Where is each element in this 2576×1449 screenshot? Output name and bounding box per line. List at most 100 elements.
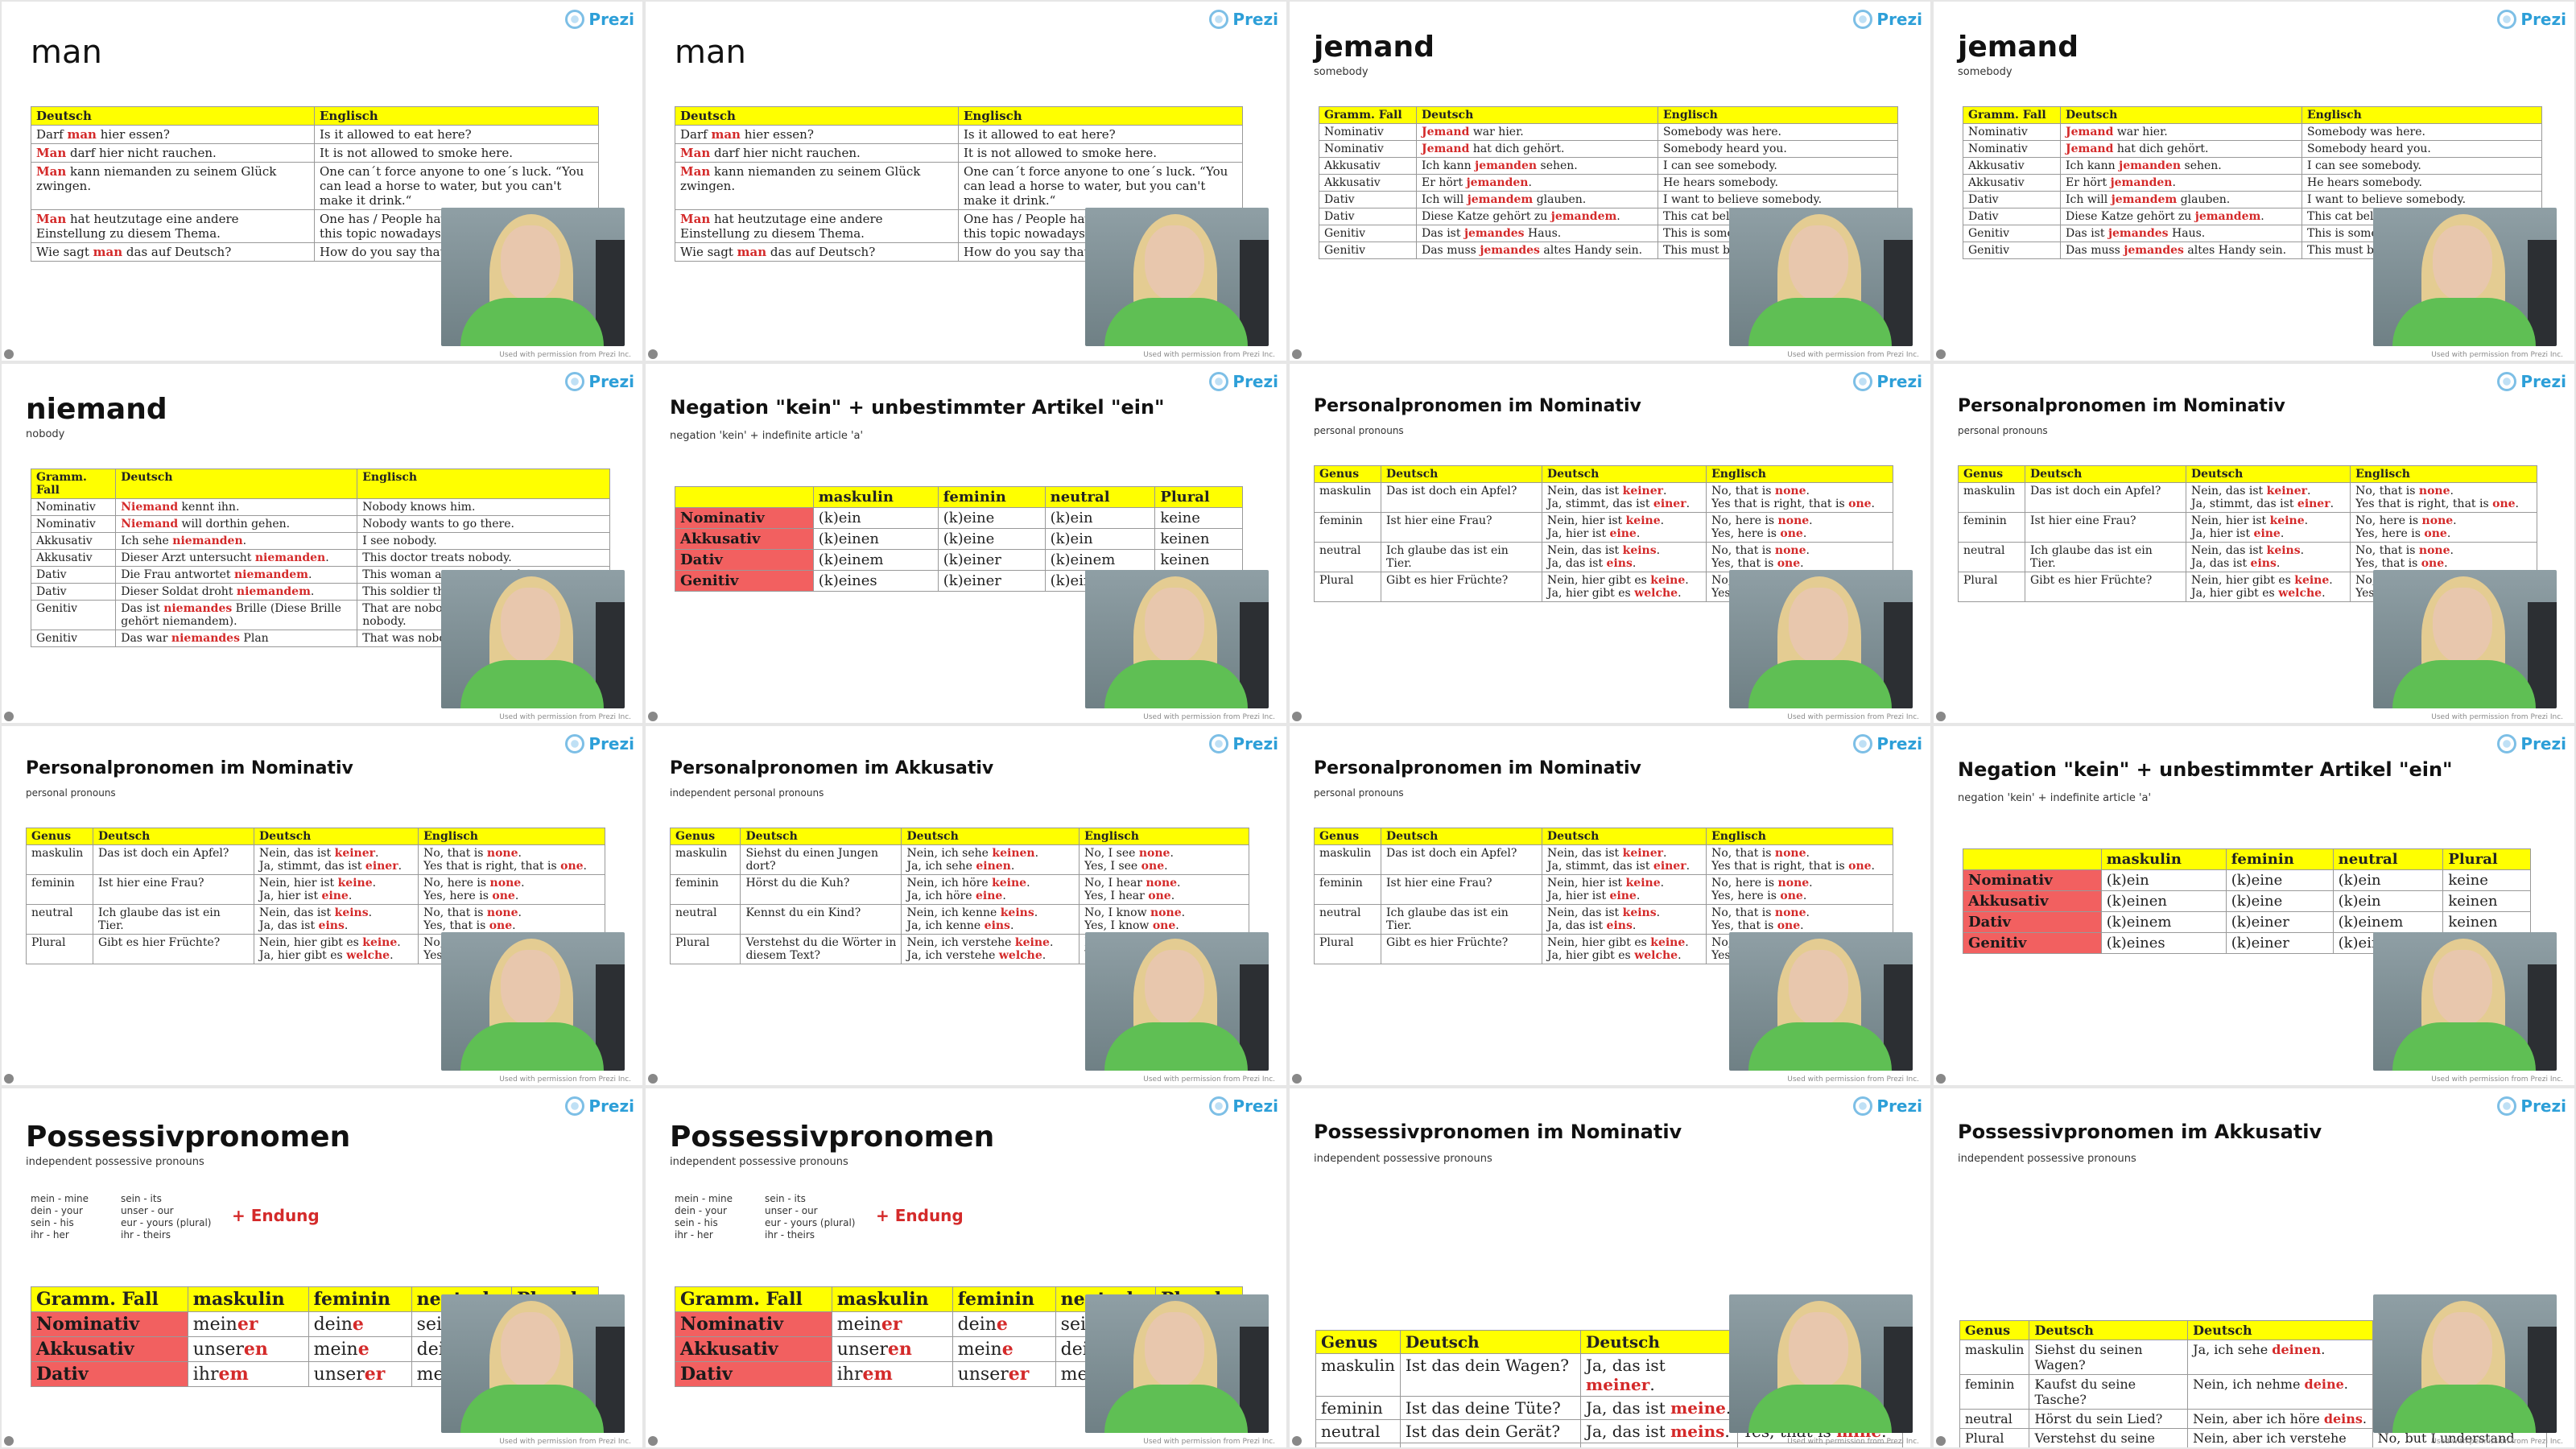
highlight-word: man	[67, 127, 97, 142]
highlight-word: e	[352, 1314, 364, 1335]
slide-poss_nom[interactable]: Possessivpronomen im Nominativ independen…	[1290, 1088, 1930, 1447]
column-header: Englisch	[314, 106, 599, 126]
prezi-logo[interactable]: Prezi	[1209, 10, 1278, 29]
nav-dot-icon[interactable]	[1936, 349, 1946, 359]
column-header: Deutsch	[1580, 1330, 1738, 1354]
nav-dot-icon[interactable]	[4, 349, 14, 359]
slide-poss[interactable]: Possessivpronomen independent possessive …	[646, 1088, 1286, 1447]
slide-subtitle: somebody	[1958, 66, 2013, 78]
slide-pp_nom[interactable]: Personalpronomen im Nominativ personal pr…	[1290, 726, 1930, 1085]
nav-dot-icon[interactable]	[648, 1436, 658, 1446]
prezi-logo[interactable]: Prezi	[565, 372, 634, 391]
nav-dot-icon[interactable]	[1292, 712, 1302, 721]
highlight-word: eine	[321, 890, 349, 902]
english-cell: No, I see none. Yes, I see one.	[1079, 844, 1249, 875]
english-cell: Nobody knows him.	[357, 498, 610, 516]
head-shape	[1789, 950, 1848, 1026]
slide-poss_akk[interactable]: Possessivpronomen im Akkusativ independen…	[1934, 1088, 2574, 1447]
answer-cell: Nein, das ist keiner. Ja, stimmt, das ist…	[253, 844, 419, 875]
table-cell: (k)einer	[937, 570, 1046, 592]
slide-jemand[interactable]: jemand somebody Gramm. Fall Deutsch Englisch…	[1290, 2, 1930, 361]
credit-text: Used with permission from Prezi Inc.	[1143, 1075, 1275, 1084]
credit-text: Used with permission from Prezi Inc.	[2431, 351, 2563, 359]
slide-negation[interactable]: Negation "kein" + unbestimmter Artikel "…	[646, 364, 1286, 723]
highlight-word: keine	[2269, 514, 2305, 527]
genus-cell: Plural	[1314, 572, 1381, 602]
credit-text: Used with permission from Prezi Inc.	[1787, 1075, 1919, 1084]
german-cell: Das ist jemandes Haus.	[2059, 225, 2302, 242]
prezi-logo-icon	[565, 734, 585, 753]
german-cell: Das ist niemandes Brille (Diese Brille g…	[115, 600, 358, 630]
slide-pp_nom[interactable]: Personalpronomen im Nominativ personal pr…	[1934, 364, 2574, 723]
prezi-logo[interactable]: Prezi	[2497, 1096, 2566, 1116]
german-cell: Er hört jemanden.	[1415, 174, 1658, 192]
table-row: Akkusativ Ich kann jemanden sehen. I can s…	[1963, 157, 2543, 175]
prezi-logo[interactable]: Prezi	[2497, 372, 2566, 391]
body-shape	[2392, 660, 2536, 708]
slide-jemand[interactable]: jemand somebody Gramm. Fall Deutsch Englisch…	[1934, 2, 2574, 361]
prezi-logo-text: Prezi	[1232, 1096, 1278, 1116]
highlight-word: jemanden	[1475, 159, 1538, 172]
answer-cell: Nein, hier gibt es keine. Ja, hier gibt e…	[1541, 572, 1707, 602]
case-cell: Dativ	[1319, 208, 1417, 225]
highlight-word: eine	[1609, 890, 1637, 902]
nav-dot-icon[interactable]	[1936, 712, 1946, 721]
nav-dot-icon[interactable]	[1292, 1436, 1302, 1446]
row-header: Genitiv	[1963, 932, 2102, 954]
prezi-logo[interactable]: Prezi	[1209, 734, 1278, 753]
highlight-word: welche	[346, 949, 390, 962]
prezi-logo-icon	[2497, 372, 2517, 391]
english-cell: No, that is none. Yes that is right, that…	[1706, 482, 1893, 513]
answer-cell: Nein, das ist keins. Ja, das ist eins.	[1541, 542, 1707, 572]
prezi-logo[interactable]: Prezi	[1209, 372, 1278, 391]
slide-title: Possessivpronomen	[670, 1121, 995, 1154]
prezi-logo[interactable]: Prezi	[1853, 10, 1922, 29]
english-cell: No, that is none. Yes that is right, that…	[418, 844, 605, 875]
question-cell: Das ist doch ein Apfel?	[1381, 844, 1542, 875]
highlight-word: one	[2492, 497, 2516, 510]
prezi-logo[interactable]: Prezi	[565, 10, 634, 29]
nav-dot-icon[interactable]	[1936, 1074, 1946, 1084]
slide-pp_akk[interactable]: Personalpronomen im Akkusativ independent…	[646, 726, 1286, 1085]
prezi-logo[interactable]: Prezi	[1853, 372, 1922, 391]
slide-niemand[interactable]: niemand nobody Gramm. Fall Deutsch Englisch N…	[2, 364, 642, 723]
pronoun-list-left: mein - mine dein - your sein - his ihr - he…	[675, 1193, 733, 1241]
slide-negation[interactable]: Negation "kein" + unbestimmter Artikel "…	[1934, 726, 2574, 1085]
case-cell: Genitiv	[1319, 225, 1417, 242]
prezi-logo[interactable]: Prezi	[1209, 1096, 1278, 1116]
answer-cell: Nein, ich höre keine. Ja, ich höre eine.	[901, 874, 1080, 905]
german-cell: Ich will jemandem glauben.	[2059, 191, 2302, 208]
prezi-logo[interactable]: Prezi	[2497, 734, 2566, 753]
table-row: neutral Ich glaube das ist ein Tier. Nein,…	[26, 904, 605, 935]
webcam-video	[2373, 208, 2557, 346]
nav-dot-icon[interactable]	[648, 349, 658, 359]
nav-dot-icon[interactable]	[4, 1436, 14, 1446]
webcam-video	[1729, 570, 1913, 708]
slide-man[interactable]: man Deutsch Englisch Darf man hier essen? Is…	[646, 2, 1286, 361]
slide-pp_nom[interactable]: Personalpronomen im Nominativ personal pr…	[1290, 364, 1930, 723]
column-header: Deutsch	[1381, 465, 1542, 483]
pronoun-item: mein - mine	[675, 1193, 733, 1204]
prezi-logo[interactable]: Prezi	[2497, 10, 2566, 29]
nav-dot-icon[interactable]	[4, 712, 14, 721]
slide-pp_nom[interactable]: Personalpronomen im Nominativ personal pr…	[2, 726, 642, 1085]
column-header	[1963, 848, 2102, 870]
pronoun-item: dein - your	[675, 1205, 727, 1216]
nav-dot-icon[interactable]	[1936, 1436, 1946, 1446]
answer-cell: Nein, das ist keins. Ja, das ist eins.	[253, 904, 419, 935]
german-cell: Darf man hier essen?	[31, 125, 315, 144]
prezi-logo-text: Prezi	[1876, 734, 1922, 753]
nav-dot-icon[interactable]	[1292, 1074, 1302, 1084]
slide-poss[interactable]: Possessivpronomen independent possessive …	[2, 1088, 642, 1447]
nav-dot-icon[interactable]	[648, 1074, 658, 1084]
prezi-logo[interactable]: Prezi	[565, 1096, 634, 1116]
nav-dot-icon[interactable]	[648, 712, 658, 721]
prezi-logo[interactable]: Prezi	[1853, 734, 1922, 753]
slide-man[interactable]: man Deutsch Englisch Darf man hier essen? Is…	[2, 2, 642, 361]
credit-text: Used with permission from Prezi Inc.	[2431, 713, 2563, 721]
prezi-logo[interactable]: Prezi	[1853, 1096, 1922, 1116]
nav-dot-icon[interactable]	[1292, 349, 1302, 359]
prezi-logo[interactable]: Prezi	[565, 734, 634, 753]
nav-dot-icon[interactable]	[4, 1074, 14, 1084]
